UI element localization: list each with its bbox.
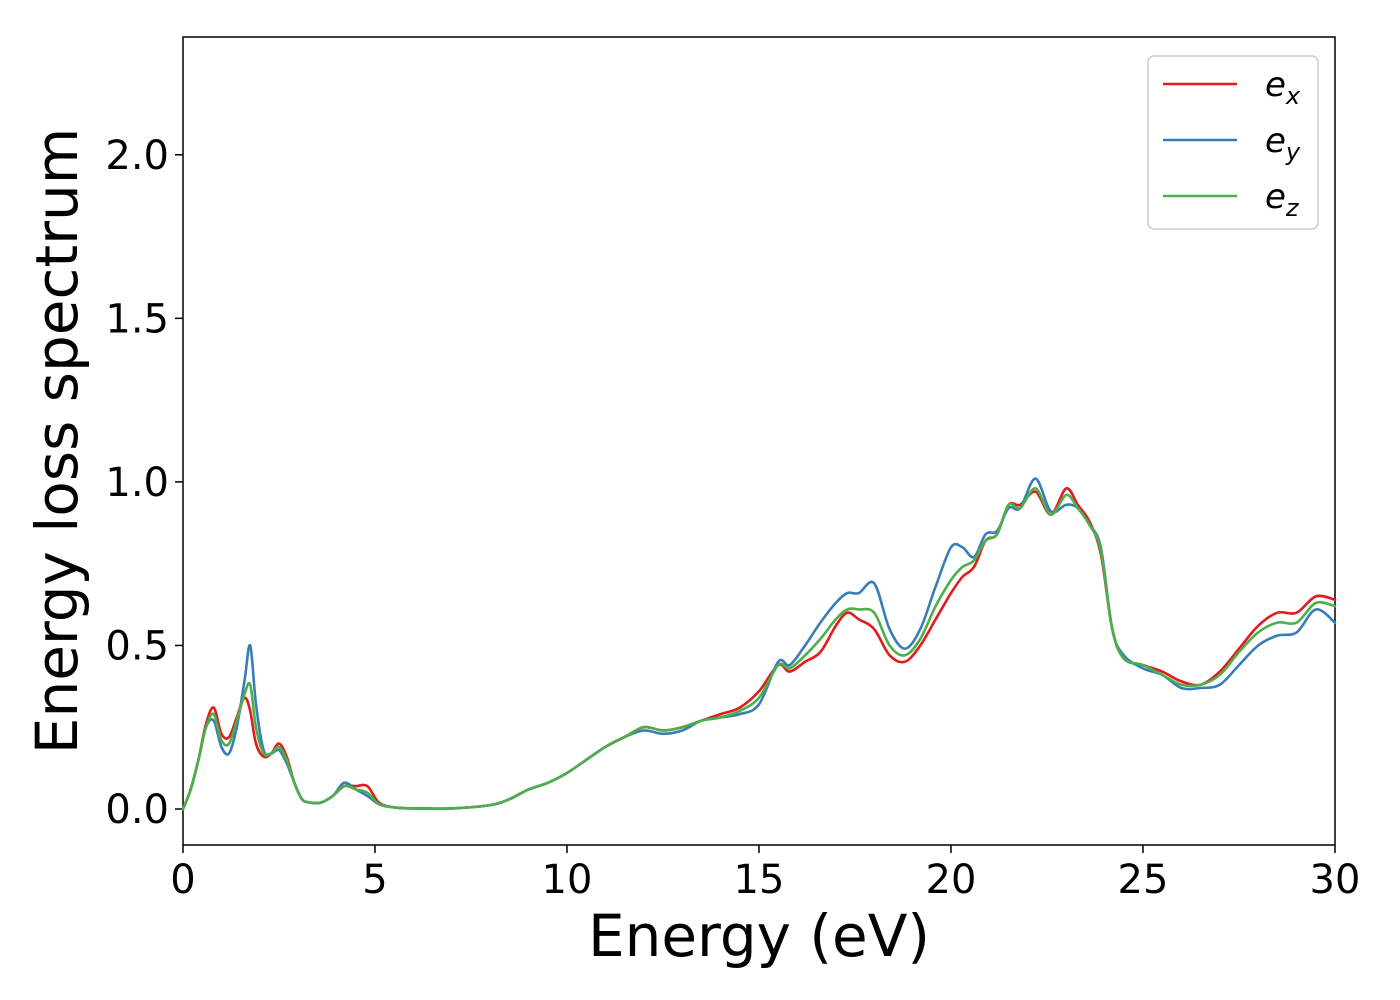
x-tick-label: 0 [170, 857, 195, 903]
x-tick-label: 25 [1118, 857, 1169, 903]
x-tick-label: 5 [362, 857, 387, 903]
y-tick-label: 0.0 [105, 787, 169, 833]
legend-label-base: e [1265, 65, 1286, 105]
y-axis-ticks: 0.0 0.5 1.0 1.5 2.0 [105, 133, 183, 833]
x-tick-label: 30 [1310, 857, 1361, 903]
y-tick-label: 1.0 [105, 460, 169, 506]
legend-label-subscript: y [1285, 138, 1301, 166]
x-axis-label: Energy (eV) [588, 902, 930, 970]
series-line-x [181, 487, 1337, 811]
x-tick-label: 20 [926, 857, 977, 903]
legend-box [1147, 55, 1319, 230]
series-lines [181, 477, 1337, 811]
legend-label-base: e [1265, 177, 1286, 217]
legend-label-subscript: x [1285, 82, 1301, 110]
legend-label-subscript: z [1285, 194, 1300, 222]
x-tick-label: 15 [734, 857, 785, 903]
x-tick-label: 10 [542, 857, 593, 903]
y-tick-label: 2.0 [105, 133, 169, 179]
series-line-z [181, 487, 1337, 811]
y-axis-label: Energy loss spectrum [23, 128, 91, 754]
legend-label-base: e [1265, 121, 1286, 161]
legend-label-x: ex [1265, 65, 1301, 110]
y-tick-label: 0.5 [105, 623, 169, 669]
x-axis-ticks: 0 5 10 15 20 25 30 [170, 845, 1360, 903]
legend-label-y: ey [1265, 121, 1301, 166]
y-tick-label: 1.5 [105, 296, 169, 342]
legend-label-z: ez [1265, 177, 1300, 222]
series-line-y [181, 477, 1337, 811]
